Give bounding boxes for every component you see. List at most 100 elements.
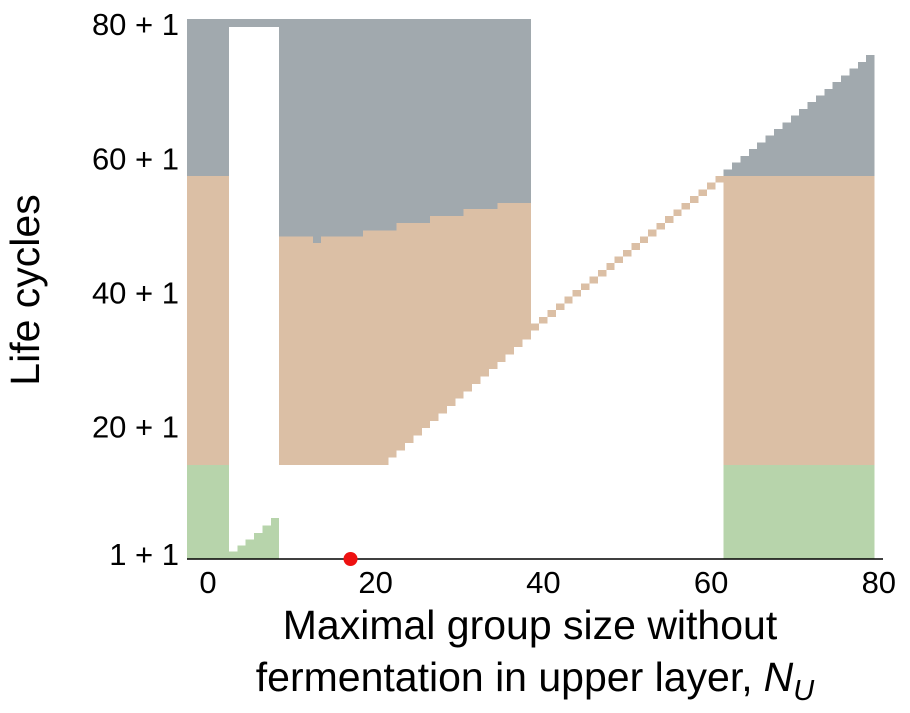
region-cell xyxy=(706,182,716,190)
region-cell xyxy=(497,19,531,203)
region-cell xyxy=(589,276,598,284)
region-cell xyxy=(648,229,657,237)
region-cell xyxy=(547,310,556,317)
x-axis-symbol: N xyxy=(764,654,794,700)
x-axis-subscript: U xyxy=(793,675,815,707)
region-cell xyxy=(245,539,255,559)
region-cell xyxy=(765,135,774,176)
region-cell xyxy=(405,222,414,443)
region-cell xyxy=(237,545,246,559)
region-cell xyxy=(363,19,397,231)
region-cell xyxy=(832,82,842,176)
region-cell xyxy=(438,216,447,414)
region-cell xyxy=(430,19,464,217)
region-cell xyxy=(606,263,615,270)
region-cell xyxy=(514,202,523,348)
x-tick-label: 20 xyxy=(358,565,392,600)
region-cell xyxy=(497,202,506,362)
region-cell xyxy=(698,189,707,197)
region-cell xyxy=(690,196,699,203)
region-cell xyxy=(463,19,498,209)
region-cell xyxy=(396,222,406,451)
region-cell xyxy=(363,230,389,466)
region-cell xyxy=(757,142,766,176)
region-cell xyxy=(254,532,263,559)
region-cell xyxy=(656,222,665,230)
region-cell xyxy=(446,216,456,407)
region-cell xyxy=(480,208,489,377)
region-cell xyxy=(723,169,733,176)
region-cell xyxy=(539,316,548,324)
region-cell xyxy=(279,19,313,237)
region-cell xyxy=(312,19,322,244)
region-cell xyxy=(790,115,800,176)
region-cell xyxy=(430,216,439,421)
region-cell xyxy=(815,95,825,176)
region-cell xyxy=(572,290,582,297)
region-cell xyxy=(723,465,875,559)
region-cell xyxy=(631,243,640,250)
region-cell xyxy=(321,19,364,237)
region-cell xyxy=(799,108,808,176)
region-cell xyxy=(187,465,229,559)
region-cell xyxy=(597,269,607,277)
region-cell xyxy=(413,222,422,436)
region-cell xyxy=(849,68,858,176)
region-cell xyxy=(564,296,573,304)
region-cell xyxy=(262,525,271,559)
region-cell xyxy=(807,102,816,176)
region-cell xyxy=(639,236,649,244)
region-cell xyxy=(673,209,682,217)
region-cell xyxy=(664,216,674,223)
region-cell xyxy=(581,283,590,291)
region-cell xyxy=(782,122,791,176)
region-cell xyxy=(187,19,229,176)
x-axis-label: Maximal group size without xyxy=(283,602,778,648)
y-tick-label: 40 + 1 xyxy=(92,276,179,311)
x-tick-label: 0 xyxy=(199,565,216,600)
y-tick-label: 60 + 1 xyxy=(92,141,179,176)
region-cell xyxy=(321,236,364,466)
region-cell xyxy=(555,303,565,311)
region-cell xyxy=(740,155,749,176)
region-cell xyxy=(270,518,280,559)
y-tick-label: 20 + 1 xyxy=(92,410,179,445)
region-cell xyxy=(530,323,540,331)
region-cell xyxy=(841,75,850,176)
region-cell xyxy=(472,208,481,384)
region-cell xyxy=(228,551,238,559)
region-cell xyxy=(732,162,741,176)
region-cell xyxy=(488,208,498,370)
region-cell xyxy=(187,175,229,466)
region-cell xyxy=(866,55,875,176)
region-cell xyxy=(715,175,724,183)
marker xyxy=(343,552,358,566)
y-axis-label: Life cycles xyxy=(2,194,48,385)
x-tick-label: 80 xyxy=(862,565,896,600)
x-axis-label: fermentation in upper layer, NU xyxy=(256,654,815,707)
region-cell xyxy=(279,236,313,466)
region-cell xyxy=(421,222,431,429)
region-cell xyxy=(748,149,758,176)
region-cell xyxy=(505,202,515,355)
region-cell xyxy=(723,175,875,466)
y-tick-label: 1 + 1 xyxy=(109,537,179,572)
region-cell xyxy=(455,216,464,399)
region-cell xyxy=(824,88,833,176)
region-cell xyxy=(228,19,280,28)
region-cell xyxy=(614,256,624,264)
region-cell xyxy=(312,243,322,466)
x-tick-label: 40 xyxy=(526,565,560,600)
region-cell xyxy=(396,19,431,223)
region-cell xyxy=(681,202,691,210)
region-cell xyxy=(773,129,783,176)
region-cell xyxy=(388,230,397,458)
x-tick-label: 60 xyxy=(694,565,728,600)
region-cell xyxy=(463,208,473,392)
region-cell xyxy=(857,61,867,176)
region-cell xyxy=(522,202,531,340)
y-tick-label: 80 + 1 xyxy=(92,7,179,42)
region-cell xyxy=(623,249,632,257)
x-axis-label-text: fermentation in upper layer, xyxy=(256,654,753,700)
